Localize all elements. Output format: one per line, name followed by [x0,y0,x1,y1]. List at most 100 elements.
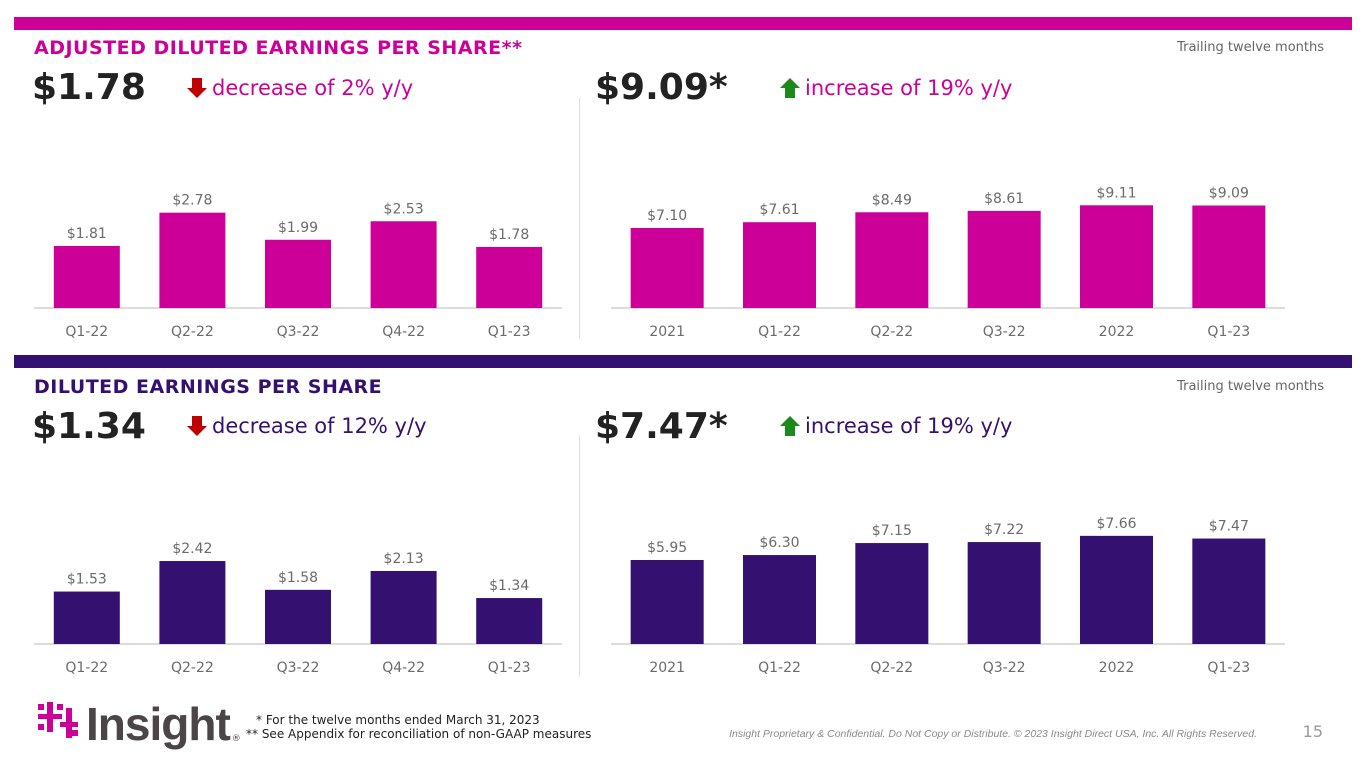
x-tick-label: Q3-22 [983,324,1026,340]
bar-Q1-23 [476,598,543,644]
x-tick-label: Q1-22 [65,324,108,340]
bar-Q1-22 [53,591,120,644]
data-label: $7.47 [1209,519,1249,535]
dil-quarter-value: $1.34 [32,406,146,447]
chart-diluted-ttm: $5.95 2021 $6.30 Q1-22 $7.15 Q2-22 $7.22 Q3-22 $… [611,516,1285,676]
adj-quarter-value: $1.78 [32,67,146,108]
bar-Q3-22 [967,210,1041,308]
bar-Q1-23 [476,246,543,308]
bar-Q1-22 [743,222,816,308]
x-tick-label: Q1-22 [758,324,801,340]
data-label: $7.10 [647,208,687,224]
x-tick-label: Q1-23 [488,324,531,340]
bar-Q1-23 [1192,538,1266,644]
section-title-adjusted: ADJUSTED DILUTED EARNINGS PER SHARE** [34,37,523,59]
x-tick-label: Q2-22 [870,324,913,340]
x-tick-label: Q2-22 [171,324,214,340]
bar-2022 [1080,535,1153,644]
data-label: $7.22 [984,522,1024,538]
bottom-divider [579,436,580,676]
ttm-label-top: Trailing twelve months [1177,40,1324,55]
bar-Q1-23 [1192,205,1266,308]
bar-Q2-22 [159,212,226,308]
data-label: $2.78 [172,193,212,209]
x-tick-label: 2021 [649,324,685,340]
data-label: $9.11 [1096,185,1136,201]
x-tick-label: Q4-22 [382,660,425,676]
bar-Q4-22 [370,221,437,308]
data-label: $1.81 [67,226,107,242]
x-tick-label: Q1-23 [488,660,531,676]
bar-Q2-22 [159,561,226,644]
chart-adjusted-quarterly: $1.81 Q1-22 $2.78 Q2-22 $1.99 Q3-22 $2.53 Q4-22… [34,193,562,340]
data-label: $1.53 [67,572,107,588]
insight-logo: Insight ® [36,700,241,748]
adj-quarter-delta-text: decrease of 2% y/y [212,76,414,100]
footnote-2: ** See Appendix for reconciliation of no… [246,727,592,741]
logo-wordmark: Insight [86,698,231,750]
x-tick-label: Q3-22 [277,324,320,340]
footnote-1: * For the twelve months ended March 31, … [256,713,540,727]
data-label: $1.34 [489,578,529,594]
bar-Q2-22 [855,212,929,308]
dil-quarter-delta: decrease of 12% y/y [186,414,427,438]
x-tick-label: Q1-23 [1207,324,1250,340]
data-label: $7.66 [1096,516,1136,532]
data-label: $2.53 [384,201,424,217]
down-arrow-icon [187,78,207,98]
bar-Q3-22 [265,589,331,644]
bar-Q2-22 [855,543,929,644]
data-label: $6.30 [759,535,799,551]
ttm-label-bottom: Trailing twelve months [1177,379,1324,394]
data-label: $7.61 [759,202,799,218]
data-label: $8.61 [984,191,1024,207]
adj-ttm-delta: increase of 19% y/y [779,76,1012,100]
x-tick-label: Q4-22 [382,324,425,340]
data-label: $1.78 [489,227,529,243]
x-tick-label: Q3-22 [983,660,1026,676]
bar-Q4-22 [370,570,437,644]
data-label: $9.09 [1209,186,1249,202]
bar-Q3-22 [967,542,1041,644]
down-arrow-icon [187,416,207,436]
adj-ttm-value: $9.09* [595,67,728,108]
dil-ttm-value: $7.47* [595,406,728,447]
dil-quarter-delta-text: decrease of 12% y/y [212,414,427,438]
x-tick-label: Q1-22 [65,660,108,676]
x-tick-label: Q3-22 [277,660,320,676]
chart-diluted-quarterly: $1.53 Q1-22 $2.42 Q2-22 $1.58 Q3-22 $2.13 Q4-22… [34,541,562,676]
dil-ttm-delta: increase of 19% y/y [779,414,1012,438]
dil-ttm-delta-text: increase of 19% y/y [805,414,1013,438]
x-tick-label: 2022 [1099,324,1135,340]
data-label: $2.13 [384,551,424,567]
up-arrow-icon [780,78,800,98]
data-label: $5.95 [647,540,687,556]
x-tick-label: Q2-22 [870,660,913,676]
data-label: $8.49 [872,192,912,208]
x-tick-label: 2022 [1099,660,1135,676]
bar-Q3-22 [265,239,331,308]
legal-notice: Insight Proprietary & Confidential. Do N… [729,728,1257,740]
top-divider [579,98,580,338]
up-arrow-icon [780,416,800,436]
x-tick-label: Q2-22 [171,660,214,676]
chart-adjusted-ttm: $7.10 2021 $7.61 Q1-22 $8.49 Q2-22 $8.61 Q3-22 $… [611,185,1285,340]
bar-2021 [630,560,704,644]
bar-2022 [1080,205,1153,308]
x-tick-label: 2021 [649,660,685,676]
bar-Q1-22 [53,245,120,308]
logo-registered: ® [231,734,241,744]
insight-logo-mark-icon [38,702,78,738]
section-title-diluted: DILUTED EARNINGS PER SHARE [34,376,383,398]
data-label: $1.99 [278,220,318,236]
top-color-bar [14,17,1352,30]
bar-Q1-22 [743,555,816,644]
adj-ttm-delta-text: increase of 19% y/y [805,76,1013,100]
bar-2021 [630,227,704,308]
x-tick-label: Q1-23 [1207,660,1250,676]
bottom-color-bar [14,355,1352,368]
adj-quarter-delta: decrease of 2% y/y [186,76,413,100]
data-label: $1.58 [278,570,318,586]
data-label: $2.42 [172,541,212,557]
page-number: 15 [1302,722,1323,741]
